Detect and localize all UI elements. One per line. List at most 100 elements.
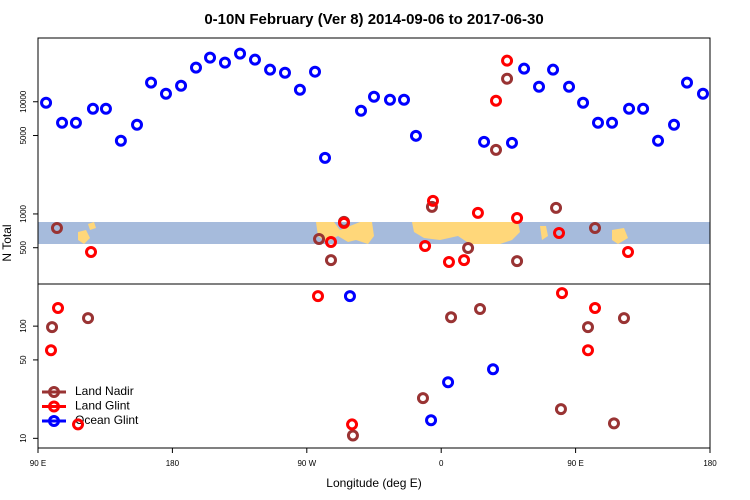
legend-label: Land Nadir — [75, 384, 134, 398]
data-point — [462, 242, 475, 255]
data-point — [533, 80, 546, 93]
data-point — [668, 118, 681, 131]
data-point — [490, 143, 503, 156]
data-point — [637, 102, 650, 115]
data-point — [622, 245, 635, 258]
data-point — [355, 104, 368, 117]
plot-frame — [37, 37, 711, 449]
x-tick-label: 90 W — [297, 459, 316, 468]
data-point — [114, 134, 127, 147]
data-point — [368, 90, 380, 103]
data-point — [445, 311, 458, 324]
data-point — [696, 87, 709, 100]
data-point — [86, 102, 99, 115]
data-point — [490, 94, 503, 107]
legend-marker — [48, 400, 60, 413]
data-point — [652, 134, 665, 147]
data-point — [312, 290, 324, 303]
data-point — [346, 418, 359, 431]
data-point — [50, 221, 63, 234]
data-point — [511, 255, 524, 268]
data-point — [547, 63, 560, 76]
data-point — [606, 116, 619, 129]
data-point — [319, 151, 332, 164]
data-point — [264, 63, 277, 76]
data-point — [248, 53, 261, 66]
legend-marker — [48, 386, 60, 398]
chart-title: 0-10N February (Ver 8) 2014-09-06 to 201… — [204, 11, 543, 28]
y-tick-label: 5000 — [19, 126, 28, 144]
y-tick-label: 1000 — [19, 204, 28, 222]
data-point — [343, 290, 356, 303]
data-point — [577, 96, 590, 109]
data-point — [278, 66, 291, 79]
data-point — [554, 403, 567, 416]
data-point — [501, 54, 514, 67]
data-point — [99, 102, 112, 115]
data-point — [324, 236, 337, 249]
data-point — [425, 200, 438, 213]
data-point — [234, 47, 247, 60]
data-point — [607, 417, 620, 430]
data-point — [346, 429, 359, 442]
y-tick-label: 50 — [19, 355, 28, 364]
x-tick-label: 180 — [703, 459, 717, 468]
data-point — [623, 102, 636, 115]
data-point — [556, 287, 569, 300]
data-point — [505, 136, 518, 149]
data-point — [474, 303, 487, 316]
y-axis-label: N Total — [0, 224, 14, 261]
data-point — [581, 321, 594, 334]
data-point — [293, 83, 306, 96]
data-point — [309, 65, 322, 78]
data-point — [72, 418, 85, 431]
x-tick-label: 0 — [439, 459, 444, 468]
data-point — [416, 392, 429, 405]
data-point — [175, 79, 188, 92]
data-point — [589, 221, 602, 234]
data-point — [487, 363, 500, 376]
y-tick-label: 10000 — [19, 90, 28, 113]
x-tick-label: 180 — [166, 459, 180, 468]
data-point — [69, 116, 82, 129]
data-point — [589, 302, 602, 315]
x-tick-label: 90 E — [567, 459, 583, 468]
legend-marker — [48, 415, 60, 427]
data-point — [617, 312, 630, 325]
data-point — [553, 226, 566, 239]
data-point — [419, 239, 432, 252]
data-point — [56, 116, 69, 129]
data-point — [425, 414, 438, 427]
data-point — [426, 194, 439, 207]
data-point — [337, 216, 350, 229]
x-axis-label: Longitude (deg E) — [326, 476, 421, 490]
data-point — [501, 72, 514, 85]
data-point — [313, 232, 326, 245]
data-point — [563, 80, 576, 93]
y-tick-label: 10 — [19, 433, 28, 442]
legend-label: Ocean Glint — [75, 413, 139, 427]
data-point — [478, 135, 491, 148]
x-tick-label: 90 E — [30, 459, 46, 468]
data-point — [409, 129, 422, 142]
data-point — [550, 201, 563, 214]
data-point — [518, 62, 531, 75]
y-tick-label: 500 — [19, 240, 28, 254]
data-point — [383, 93, 396, 106]
y-tick-label: 100 — [19, 319, 28, 333]
data-point — [40, 96, 53, 109]
data-point — [44, 344, 57, 357]
data-point — [324, 254, 337, 267]
data-point — [592, 116, 604, 129]
data-point — [46, 321, 59, 334]
legend-label: Land Glint — [75, 399, 130, 413]
data-point — [218, 56, 231, 69]
data-point — [131, 118, 144, 131]
map-strip — [38, 222, 710, 244]
data-point — [52, 302, 65, 315]
data-point — [442, 376, 455, 389]
data-point — [458, 254, 471, 267]
data-point — [398, 93, 411, 106]
